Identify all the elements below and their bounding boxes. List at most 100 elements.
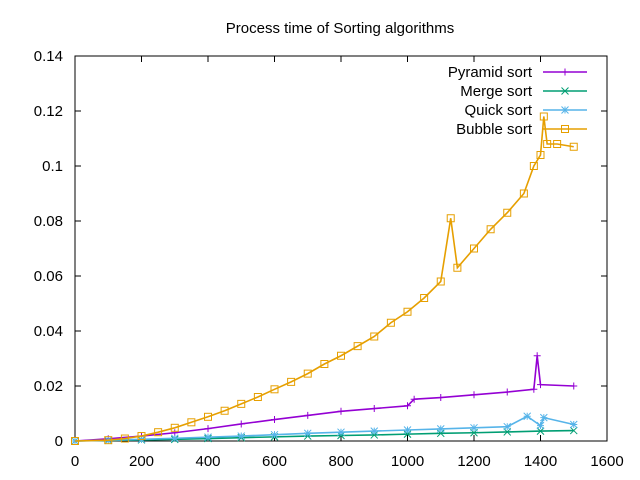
data-point: [470, 391, 478, 399]
x-tick-label: 600: [262, 453, 287, 470]
data-point: [104, 436, 113, 445]
legend-label: Quick sort: [464, 102, 532, 119]
data-point: [470, 244, 478, 253]
data-point: [170, 423, 179, 432]
data-point: [270, 385, 279, 394]
data-point: [519, 189, 528, 198]
data-point: [187, 418, 196, 427]
x-tick-label: 800: [328, 453, 353, 470]
data-point: [523, 412, 532, 421]
data-point: [204, 433, 212, 442]
y-tick-label: 0.06: [34, 268, 63, 285]
data-point: [253, 393, 262, 401]
legend-marker: [561, 125, 569, 133]
x-tick-label: 0: [71, 453, 79, 470]
data-point: [303, 429, 312, 438]
data-point: [270, 430, 279, 439]
y-tick-label: 0.14: [34, 48, 63, 65]
x-tick-label: 1400: [524, 453, 557, 470]
y-tick-label: 0.12: [34, 103, 63, 120]
data-point: [410, 395, 418, 403]
data-point: [353, 342, 362, 351]
data-point: [120, 434, 129, 443]
series-bubble-sort: [71, 112, 578, 445]
data-point: [569, 142, 578, 151]
data-point: [470, 423, 478, 432]
data-point: [436, 277, 445, 286]
data-point: [337, 351, 345, 360]
data-point: [271, 416, 278, 424]
data-point: [539, 413, 548, 422]
data-point: [237, 420, 245, 428]
y-tick-label: 0.02: [34, 378, 63, 395]
series-line: [74, 355, 574, 442]
series-line: [74, 415, 574, 442]
data-point: [420, 294, 429, 302]
data-point: [287, 377, 296, 386]
data-point: [569, 426, 578, 435]
data-point: [320, 360, 329, 368]
data-point: [570, 382, 578, 390]
data-point: [137, 432, 146, 441]
data-point: [486, 225, 495, 234]
chart-title: Process time of Sorting algorithms: [226, 20, 454, 37]
data-point: [370, 332, 379, 341]
x-tick-label: 1600: [590, 453, 623, 470]
legend: Pyramid sort Merge sort Quick sort Bubble s…: [448, 64, 587, 138]
data-point: [170, 434, 179, 443]
y-tick-label: 0.1: [42, 158, 63, 175]
data-point: [370, 431, 379, 439]
series-line: [74, 116, 574, 442]
data-point: [370, 427, 379, 435]
y-axis: 0 0.02 0.04 0.06 0.08 0.1 0.12 0.14: [34, 48, 607, 450]
y-tick-label: 0.08: [34, 213, 63, 230]
data-point: [237, 432, 246, 440]
legend-label: Pyramid sort: [448, 64, 533, 81]
data-point: [530, 385, 538, 393]
data-point: [536, 151, 545, 159]
x-tick-label: 400: [195, 453, 220, 470]
data-point: [204, 412, 212, 421]
data-point: [553, 140, 562, 148]
data-point: [436, 425, 445, 433]
data-point: [237, 399, 246, 408]
data-point: [533, 352, 541, 360]
data-point: [386, 318, 395, 327]
legend-marker: [561, 87, 569, 95]
series-pyramid-sort: [71, 352, 578, 445]
series-line: [74, 429, 574, 442]
data-point: [337, 428, 345, 437]
data-point: [539, 112, 548, 121]
data-point: [337, 407, 345, 415]
legend-marker: [561, 68, 569, 76]
data-point: [529, 162, 538, 170]
data-point: [404, 402, 411, 410]
data-point: [204, 425, 212, 433]
data-point: [220, 406, 229, 415]
plot-series: [71, 112, 578, 445]
data-point: [403, 426, 412, 434]
data-point: [543, 140, 552, 148]
data-point: [536, 421, 545, 430]
data-point: [437, 394, 445, 402]
data-point: [303, 369, 312, 378]
data-point: [536, 427, 545, 435]
x-tick-label: 200: [129, 453, 154, 470]
y-tick-label: 0: [55, 433, 63, 450]
x-tick-label: 1000: [391, 453, 424, 470]
legend-label: Merge sort: [460, 83, 533, 100]
data-point: [370, 405, 378, 413]
legend-marker: [561, 106, 569, 114]
legend-label: Bubble sort: [456, 121, 533, 138]
data-point: [154, 428, 163, 437]
data-point: [446, 214, 455, 223]
y-tick-label: 0.04: [34, 323, 63, 340]
data-point: [503, 388, 511, 396]
data-point: [453, 263, 462, 272]
data-point: [503, 422, 512, 431]
x-tick-label: 1200: [457, 453, 490, 470]
data-point: [569, 420, 578, 429]
x-axis: 0 200 400 600 800 1000 1200 1400 1600: [71, 56, 624, 470]
